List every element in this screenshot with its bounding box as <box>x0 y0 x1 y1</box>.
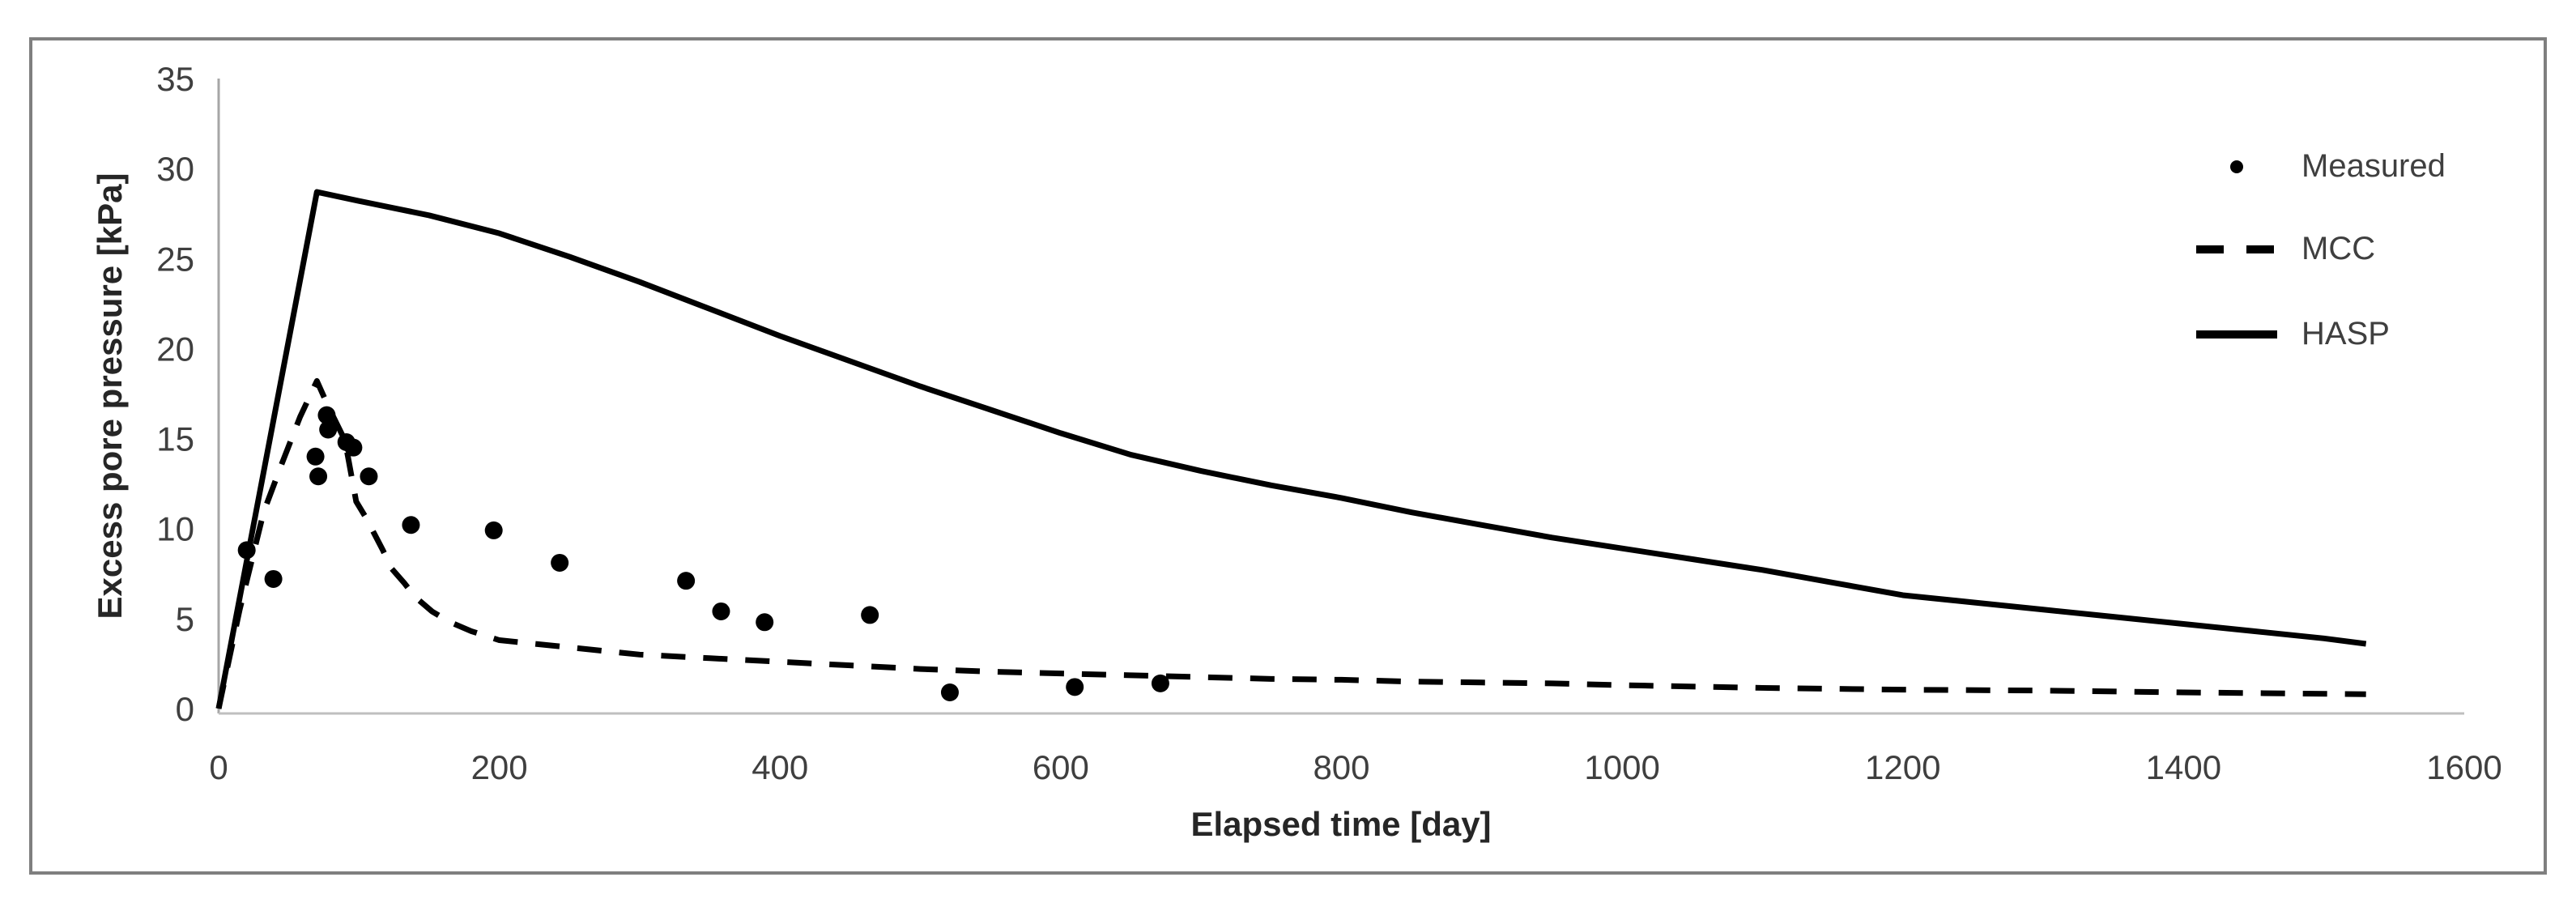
measured-point <box>756 613 774 632</box>
y-tick-label: 5 <box>176 600 194 638</box>
x-tick-label: 1200 <box>1865 748 1940 786</box>
measured-point <box>551 553 569 572</box>
legend-label: Measured <box>2301 148 2446 184</box>
y-axis-title: Excess pore pressure [kPa] <box>91 173 129 620</box>
chart-border <box>29 37 2547 875</box>
measured-point <box>306 447 325 466</box>
x-tick-label: 1400 <box>2146 748 2221 786</box>
x-tick-label: 1000 <box>1584 748 1659 786</box>
measured-point <box>712 602 730 620</box>
y-tick-label: 20 <box>156 330 194 368</box>
series-hasp-line <box>215 189 2367 709</box>
series-measured-points <box>237 406 1169 701</box>
measured-point <box>940 683 959 701</box>
legend: Measured MCC HASP <box>2196 148 2446 351</box>
measured-point <box>319 420 338 439</box>
legend-label: HASP <box>2301 316 2390 351</box>
y-tick-label: 15 <box>156 420 194 458</box>
measured-point <box>402 516 420 534</box>
measured-point <box>484 521 503 539</box>
series-line-mcc <box>215 377 2366 709</box>
measured-point <box>1151 674 1169 692</box>
x-tick-label: 200 <box>471 748 528 786</box>
series-mcc-line <box>215 377 2366 709</box>
measured-point <box>264 569 283 588</box>
measured-point <box>237 541 256 560</box>
y-tick-label: 0 <box>176 690 194 728</box>
measured-point <box>344 438 363 457</box>
x-tick-label: 1600 <box>2426 748 2501 786</box>
series-line-hasp <box>215 189 2367 709</box>
legend-dot-marker <box>2230 160 2243 173</box>
x-tick-label: 800 <box>1313 748 1369 786</box>
x-tick-label: 400 <box>752 748 808 786</box>
x-tick-labels: 0 200 400 600 800 1000 1200 1400 1600 <box>209 748 2501 786</box>
y-tick-label: 30 <box>156 150 194 188</box>
x-tick-label: 0 <box>209 748 228 786</box>
y-tick-label: 35 <box>156 60 194 98</box>
measured-point <box>677 572 696 590</box>
x-tick-label: 600 <box>1033 748 1089 786</box>
x-axis-title: Elapsed time [day] <box>1190 805 1491 843</box>
legend-label: MCC <box>2301 231 2375 266</box>
y-tick-labels: 0 5 10 15 20 25 30 35 <box>156 60 194 728</box>
measured-point <box>360 467 378 486</box>
y-tick-label: 25 <box>156 240 194 278</box>
measured-point <box>309 467 328 486</box>
measured-point <box>317 406 336 424</box>
y-tick-label: 10 <box>156 510 194 548</box>
measured-point <box>1066 678 1084 696</box>
measured-point <box>861 606 879 624</box>
